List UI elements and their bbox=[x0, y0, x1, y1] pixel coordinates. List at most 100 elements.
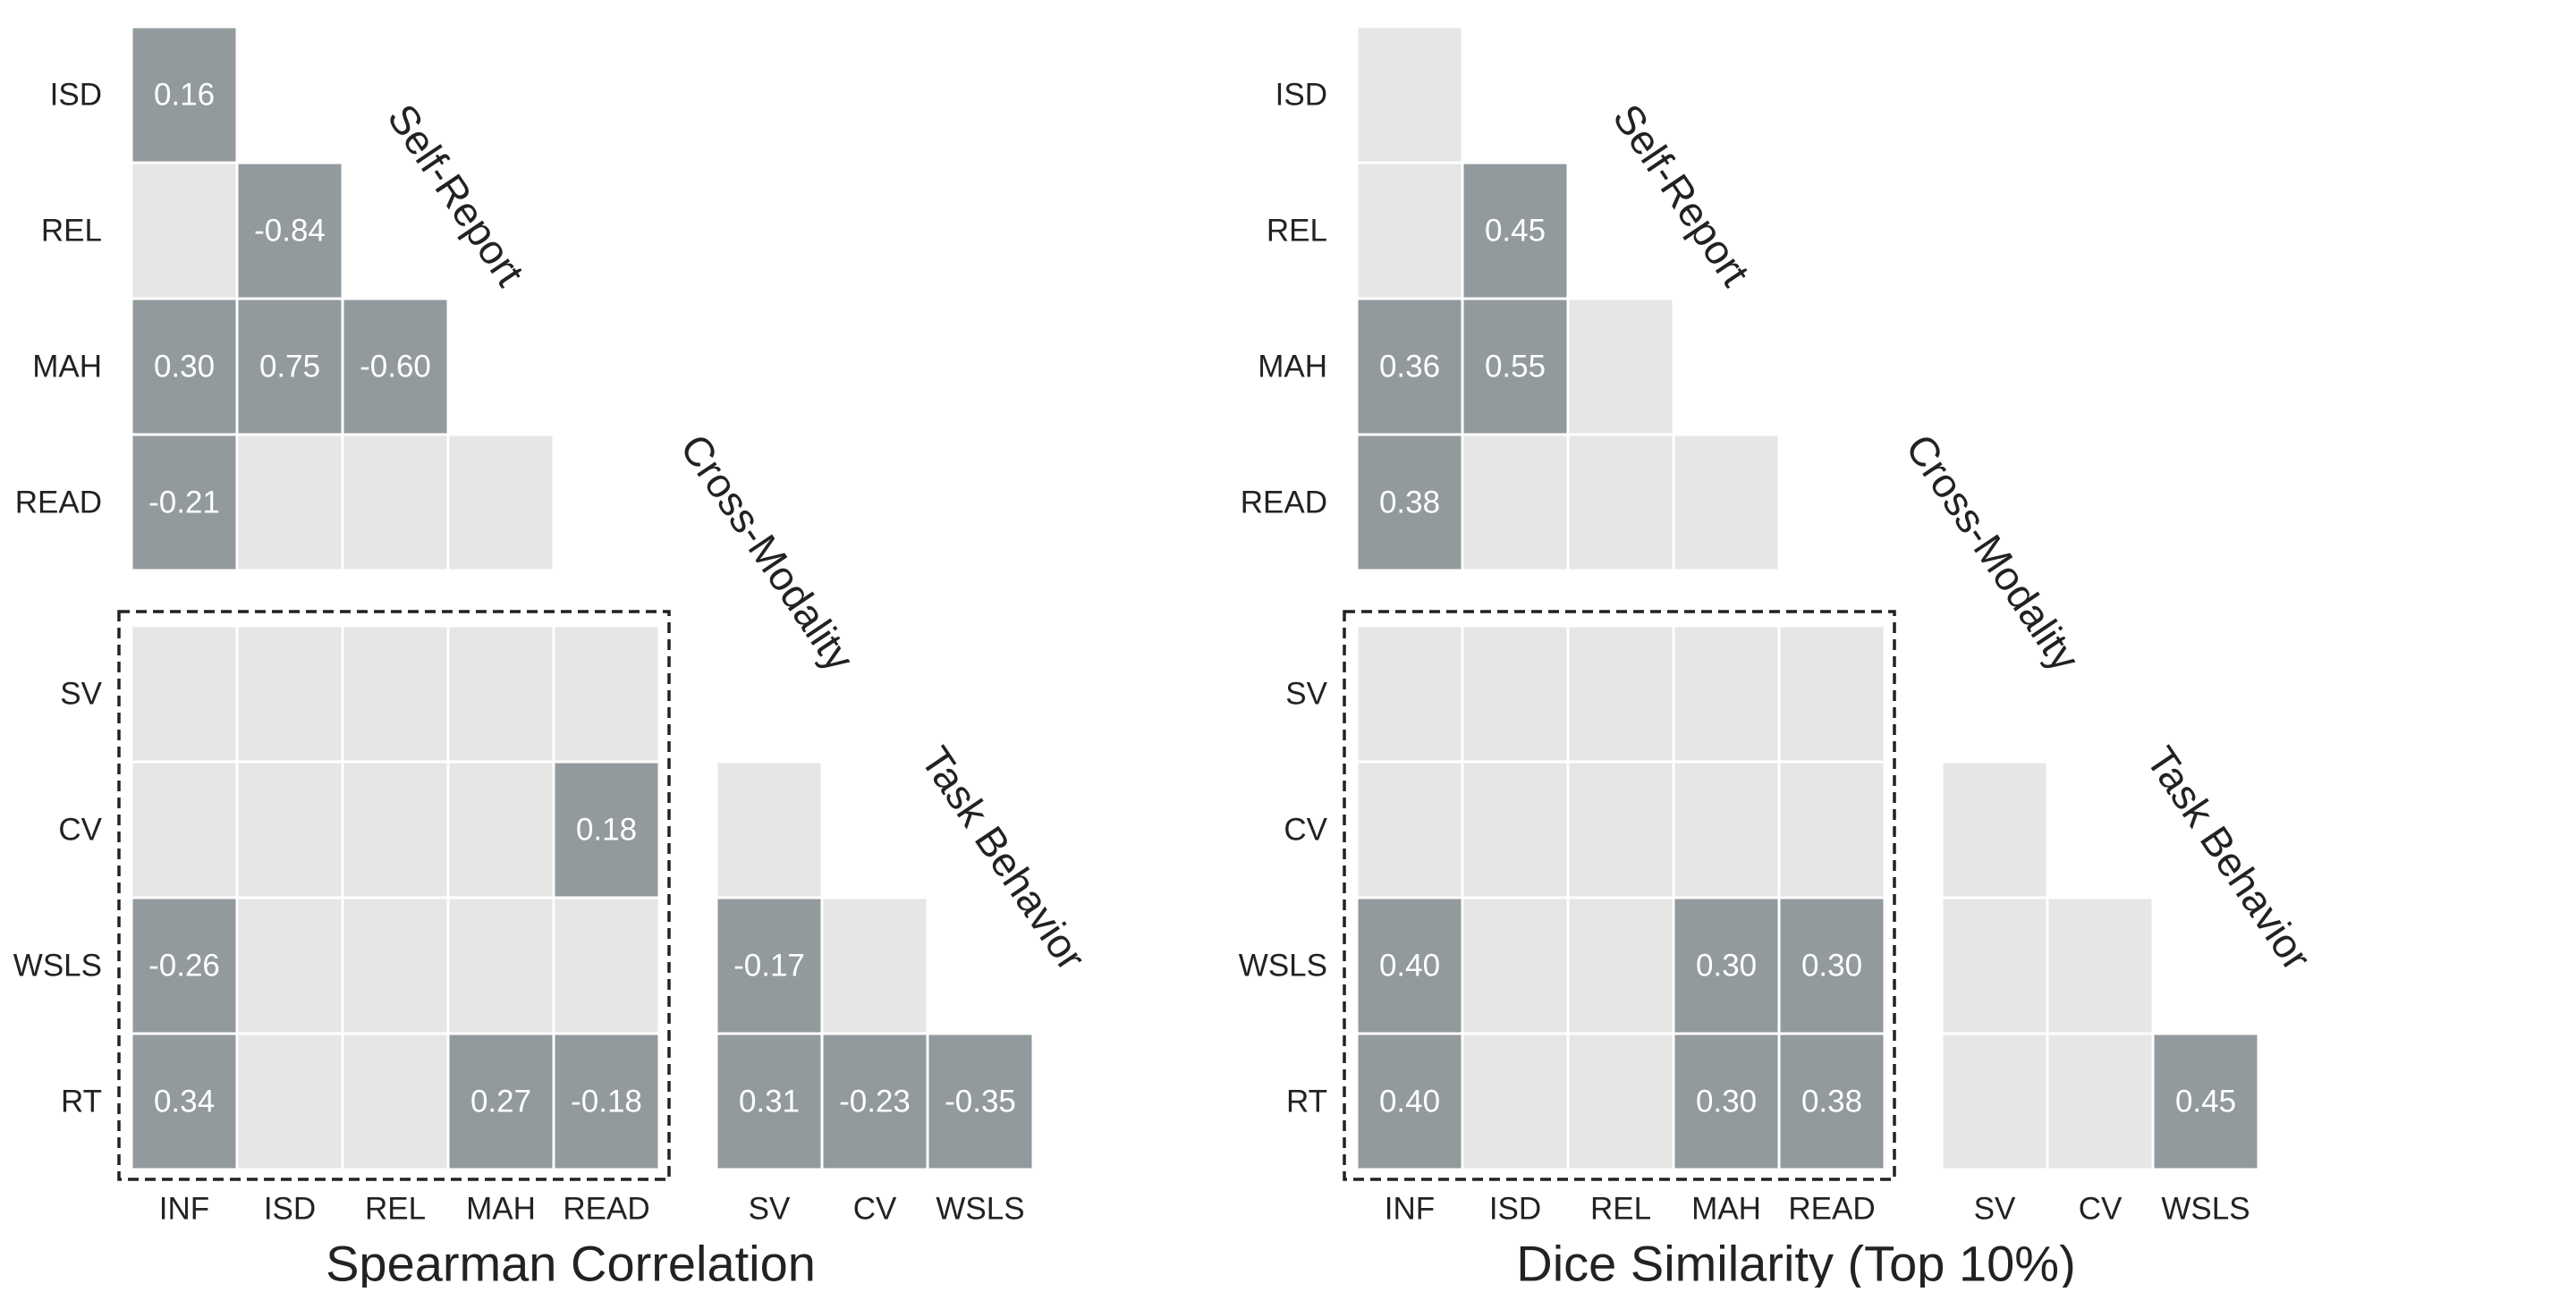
heatmap-cell bbox=[1355, 1032, 1464, 1171]
cell-value-label: 0.45 bbox=[2175, 1085, 2236, 1119]
heatmap-cell bbox=[1355, 433, 1464, 572]
cell-value-label: 0.34 bbox=[154, 1085, 215, 1119]
heatmap-cell bbox=[2046, 896, 2155, 1035]
self-report-group-label: Self-Report bbox=[1604, 96, 1758, 294]
heatmap-cell bbox=[235, 624, 344, 764]
cell-value-label: -0.17 bbox=[733, 949, 805, 984]
column-tick-label: INF bbox=[159, 1192, 209, 1227]
heatmap-cell bbox=[1355, 297, 1464, 436]
heatmap-cell bbox=[1355, 161, 1464, 300]
cell-value-label: -0.23 bbox=[839, 1085, 911, 1119]
cell-value-label: 0.75 bbox=[259, 350, 320, 384]
heatmap-cell bbox=[446, 433, 555, 572]
cell-value-label: 0.30 bbox=[1801, 949, 1862, 984]
heatmap-cell bbox=[715, 1032, 824, 1171]
heatmap-cell bbox=[446, 896, 555, 1035]
row-tick-label: MAH bbox=[32, 350, 102, 384]
heatmap-cell bbox=[1777, 760, 1886, 899]
heatmap-cell bbox=[1672, 624, 1781, 764]
heatmap-cell bbox=[1355, 896, 1464, 1035]
heatmap-cell bbox=[1355, 760, 1464, 899]
heatmap-cell bbox=[820, 896, 929, 1035]
heatmap-cell bbox=[130, 624, 239, 764]
heatmap-cell bbox=[1461, 433, 1570, 572]
cell-value-label: 0.40 bbox=[1379, 1085, 1440, 1119]
heatmap-cell bbox=[820, 1032, 929, 1171]
heatmap-cell bbox=[1461, 1032, 1570, 1171]
heatmap-cell bbox=[1940, 896, 2049, 1035]
heatmap-cell bbox=[1461, 760, 1570, 899]
cell-value-label: 0.55 bbox=[1485, 350, 1546, 384]
row-tick-label: RT bbox=[61, 1085, 102, 1119]
column-tick-label: READ bbox=[1788, 1192, 1875, 1227]
heatmap-cell bbox=[446, 624, 555, 764]
heatmap-cell bbox=[446, 760, 555, 899]
row-tick-label: ISD bbox=[50, 78, 102, 113]
cell-value-label: 0.27 bbox=[470, 1085, 531, 1119]
row-tick-label: MAH bbox=[1258, 350, 1327, 384]
cross-modality-group-label: Cross-Modality bbox=[1897, 426, 2089, 679]
heatmap-cell bbox=[1566, 433, 1675, 572]
cell-value-label: 0.40 bbox=[1379, 949, 1440, 984]
heatmap-cell bbox=[341, 433, 450, 572]
column-tick-label: WSLS bbox=[936, 1192, 1024, 1227]
cell-value-label: 0.38 bbox=[1801, 1085, 1862, 1119]
row-tick-label: WSLS bbox=[13, 949, 102, 984]
heatmap-cell bbox=[1940, 1032, 2049, 1171]
heatmap-cell bbox=[552, 624, 661, 764]
heatmap-cell bbox=[341, 624, 450, 764]
row-tick-label: WSLS bbox=[1239, 949, 1327, 984]
heatmap-cell bbox=[1777, 896, 1886, 1035]
heatmap-cell bbox=[1566, 1032, 1675, 1171]
heatmap-cell bbox=[1777, 1032, 1886, 1171]
heatmap-cell bbox=[235, 161, 344, 300]
row-tick-label: REL bbox=[41, 214, 102, 249]
heatmap-cell bbox=[552, 1032, 661, 1171]
cell-value-label: 0.30 bbox=[1696, 1085, 1757, 1119]
heatmap-cell bbox=[130, 1032, 239, 1171]
column-tick-label: MAH bbox=[466, 1192, 536, 1227]
heatmap-cell bbox=[1566, 896, 1675, 1035]
heatmap-cell bbox=[1672, 896, 1781, 1035]
heatmap-cell bbox=[1777, 624, 1886, 764]
heatmap-cell bbox=[235, 896, 344, 1035]
heatmap-cell bbox=[1566, 624, 1675, 764]
heatmap-cell bbox=[130, 760, 239, 899]
column-tick-label: SV bbox=[1974, 1192, 2016, 1227]
row-tick-label: SV bbox=[1285, 677, 1327, 712]
heatmap-cell bbox=[130, 433, 239, 572]
heatmap-cell bbox=[2046, 1032, 2155, 1171]
cell-value-label: -0.84 bbox=[254, 214, 326, 249]
cell-value-label: -0.60 bbox=[360, 350, 431, 384]
row-tick-label: RT bbox=[1286, 1085, 1327, 1119]
cell-value-label: 0.30 bbox=[154, 350, 215, 384]
cell-value-label: 0.45 bbox=[1485, 214, 1546, 249]
heatmap-cell bbox=[926, 1032, 1035, 1171]
cell-value-label: 0.36 bbox=[1379, 350, 1440, 384]
heatmap-cell bbox=[130, 896, 239, 1035]
cell-value-label: -0.18 bbox=[571, 1085, 642, 1119]
heatmap-cell bbox=[341, 1032, 450, 1171]
column-tick-label: CV bbox=[853, 1192, 897, 1227]
heatmap-cell bbox=[1461, 161, 1570, 300]
row-tick-label: READ bbox=[1241, 486, 1327, 520]
heatmap-cell bbox=[341, 896, 450, 1035]
heatmap-cell bbox=[1355, 624, 1464, 764]
column-tick-label: WSLS bbox=[2161, 1192, 2250, 1227]
heatmap-cell bbox=[1672, 760, 1781, 899]
chart-title: Spearman Correlation bbox=[326, 1236, 816, 1288]
heatmap-cell bbox=[2151, 1032, 2260, 1171]
row-tick-label: REL bbox=[1267, 214, 1327, 249]
row-tick-label: CV bbox=[58, 813, 102, 848]
heatmap-cell bbox=[235, 433, 344, 572]
column-tick-label: MAH bbox=[1691, 1192, 1761, 1227]
heatmap-cell bbox=[552, 896, 661, 1035]
heatmap-cell bbox=[715, 760, 824, 899]
heatmap-cell bbox=[130, 25, 239, 165]
row-tick-label: READ bbox=[15, 486, 102, 520]
heatmap-cell bbox=[1672, 1032, 1781, 1171]
cross-modality-frame bbox=[1343, 610, 1896, 1181]
task-behavior-group-label: Task Behavior bbox=[912, 739, 1096, 979]
